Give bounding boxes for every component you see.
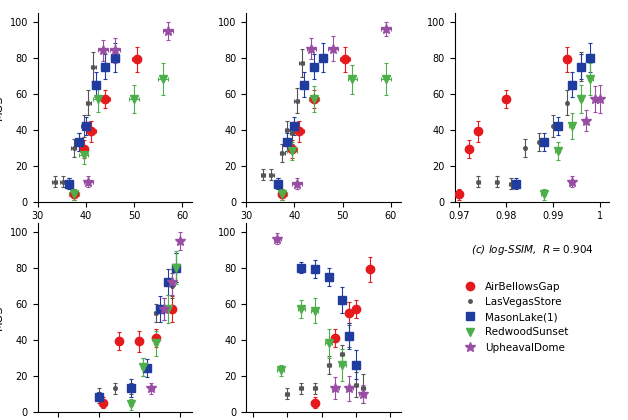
Y-axis label: MOS: MOS [0,94,4,120]
Text: (c) log-SSIM,  $R = 0.904$: (c) log-SSIM, $R = 0.904$ [470,243,593,257]
Text: (a) log-PSNR,  $R = 0.866$: (a) log-PSNR, $R = 0.866$ [52,243,178,257]
Text: (b) PU-PSNR,  $R = 0.794$: (b) PU-PSNR, $R = 0.794$ [262,243,385,256]
Legend: AirBellowsGap, LasVegasStore, MasonLake(1), RedwoodSunset, UpheavalDome: AirBellowsGap, LasVegasStore, MasonLake(… [460,282,568,352]
Y-axis label: MOS: MOS [0,304,4,330]
